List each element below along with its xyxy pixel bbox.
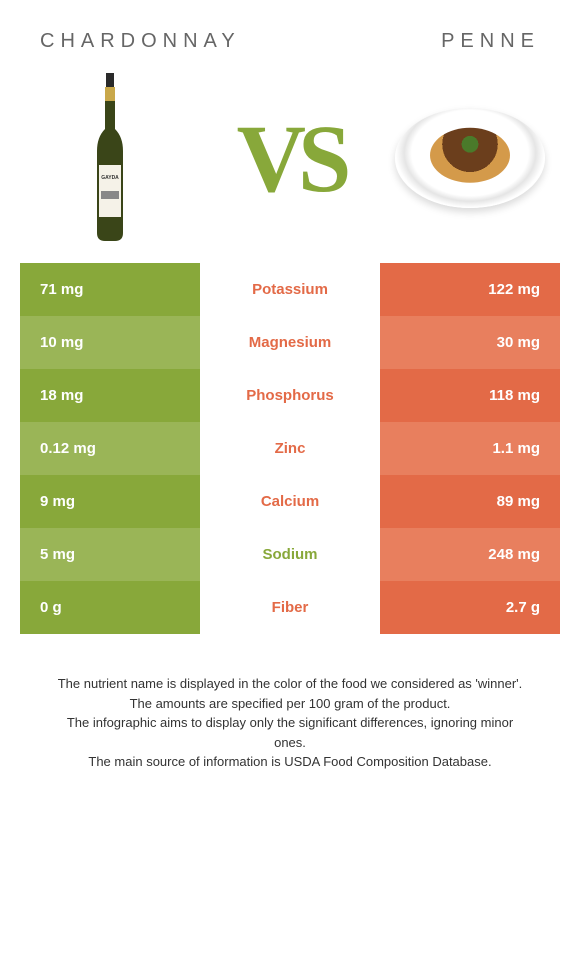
footer-line: The nutrient name is displayed in the co… bbox=[50, 674, 530, 694]
nutrient-name: Fiber bbox=[200, 581, 380, 634]
footer-line: The main source of information is USDA F… bbox=[50, 752, 530, 772]
left-value: 71 mg bbox=[20, 263, 200, 316]
left-value: 10 mg bbox=[20, 316, 200, 369]
right-value: 1.1 mg bbox=[380, 422, 560, 475]
left-value: 18 mg bbox=[20, 369, 200, 422]
left-value: 9 mg bbox=[20, 475, 200, 528]
svg-text:GAYDA: GAYDA bbox=[101, 175, 119, 181]
left-value: 0.12 mg bbox=[20, 422, 200, 475]
nutrient-name: Potassium bbox=[200, 263, 380, 316]
right-value: 2.7 g bbox=[380, 581, 560, 634]
table-row: 18 mgPhosphorus118 mg bbox=[20, 369, 560, 422]
table-row: 10 mgMagnesium30 mg bbox=[20, 316, 560, 369]
table-row: 9 mgCalcium89 mg bbox=[20, 475, 560, 528]
table-row: 0 gFiber2.7 g bbox=[20, 581, 560, 634]
nutrient-name: Magnesium bbox=[200, 316, 380, 369]
nutrient-table: 71 mgPotassium122 mg10 mgMagnesium30 mg1… bbox=[20, 263, 560, 634]
right-value: 248 mg bbox=[380, 528, 560, 581]
title-left: CHARDONNAY bbox=[40, 30, 241, 53]
left-value: 5 mg bbox=[20, 528, 200, 581]
penne-image bbox=[395, 73, 545, 243]
nutrient-name: Sodium bbox=[200, 528, 380, 581]
footer-line: The amounts are specified per 100 gram o… bbox=[50, 694, 530, 714]
right-value: 122 mg bbox=[380, 263, 560, 316]
chardonnay-image: GAYDA bbox=[35, 73, 185, 243]
nutrient-name: Calcium bbox=[200, 475, 380, 528]
table-row: 5 mgSodium248 mg bbox=[20, 528, 560, 581]
table-row: 71 mgPotassium122 mg bbox=[20, 263, 560, 316]
right-value: 89 mg bbox=[380, 475, 560, 528]
right-value: 30 mg bbox=[380, 316, 560, 369]
right-value: 118 mg bbox=[380, 369, 560, 422]
nutrient-name: Zinc bbox=[200, 422, 380, 475]
left-value: 0 g bbox=[20, 581, 200, 634]
table-row: 0.12 mgZinc1.1 mg bbox=[20, 422, 560, 475]
nutrient-name: Phosphorus bbox=[200, 369, 380, 422]
vs-label: VS bbox=[237, 103, 344, 214]
footer-notes: The nutrient name is displayed in the co… bbox=[20, 634, 560, 772]
title-right: PENNE bbox=[441, 30, 540, 53]
footer-line: The infographic aims to display only the… bbox=[50, 713, 530, 752]
